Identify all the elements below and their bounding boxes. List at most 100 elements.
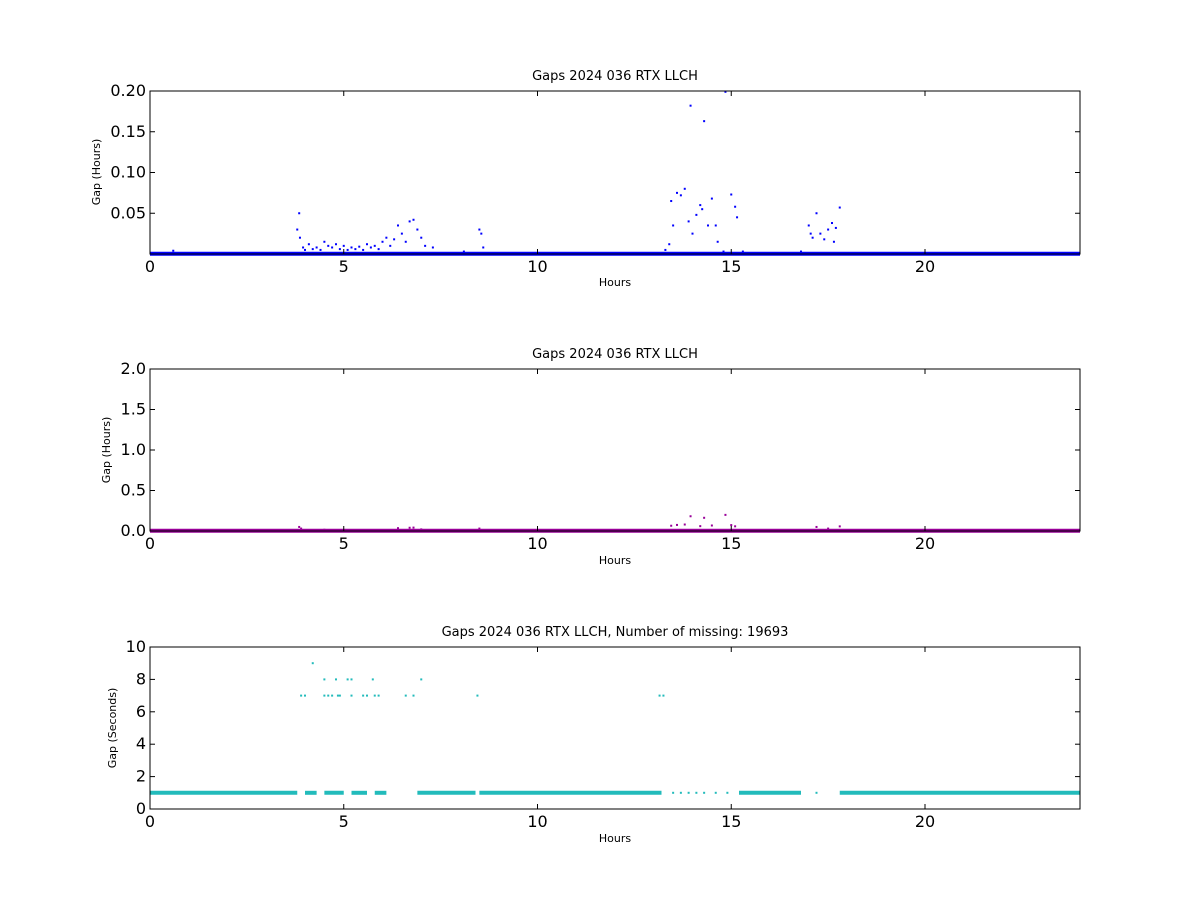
data-point (722, 250, 725, 253)
data-point (670, 524, 673, 527)
data-point (385, 236, 388, 239)
data-point (701, 208, 704, 211)
axes-frame (149, 646, 1081, 810)
y-axis-label: Gap (Seconds) (106, 688, 119, 769)
data-point (311, 662, 314, 665)
data-point (335, 243, 337, 246)
data-point (354, 248, 357, 251)
data-point (703, 516, 706, 519)
x-tick-label: 0 (145, 257, 155, 276)
x-tick-label: 10 (527, 534, 547, 553)
data-point (331, 246, 334, 249)
data-point (689, 104, 692, 107)
data-point (807, 224, 810, 227)
data-point (689, 515, 692, 518)
plot-area: 0 5 10 15 20 0.0 0.5 1.0 1.5 2.0 (121, 359, 1081, 553)
data-point (831, 222, 833, 225)
panel-title: Gaps 2024 036 RTX LLCH (532, 69, 698, 84)
data-point (710, 197, 713, 200)
data-point (672, 224, 675, 227)
x-axis-label: Hours (599, 554, 631, 567)
x-axis-label: Hours (599, 832, 631, 845)
data-point (323, 694, 326, 697)
data-point (296, 228, 299, 231)
data-point (323, 528, 326, 531)
data-point (676, 191, 678, 194)
data-point (319, 248, 322, 251)
data-point (366, 694, 368, 697)
data-point (478, 527, 481, 530)
x-tick-label: 5 (339, 534, 349, 553)
y-tick-label: 0.15 (110, 122, 146, 141)
data-point (300, 527, 303, 530)
data-point (377, 248, 380, 251)
data-point (683, 187, 686, 190)
data-point (315, 246, 318, 249)
data-point (323, 240, 326, 243)
data-point (710, 524, 713, 527)
y-tick-label: 2.0 (121, 359, 146, 378)
data-point (716, 240, 719, 243)
y-axis-label: Gap (Hours) (100, 417, 113, 484)
data-point (302, 246, 305, 249)
data-point (695, 791, 698, 794)
data-point (412, 526, 415, 529)
y-tick-label: 1.5 (121, 400, 146, 419)
data-point (350, 694, 353, 697)
data-point (397, 527, 399, 530)
data-point (827, 527, 830, 530)
data-point (726, 791, 729, 794)
x-tick-label: 20 (915, 812, 935, 831)
data-point (393, 238, 396, 241)
y-tick-label: 0.05 (110, 203, 146, 222)
data-point (687, 220, 690, 223)
data-point (811, 236, 814, 239)
data-point (311, 248, 314, 251)
data-point (298, 525, 301, 528)
data-point (371, 678, 374, 681)
data-point (679, 791, 682, 794)
data-point (350, 678, 353, 681)
data-point (480, 232, 483, 235)
data-point (362, 694, 365, 697)
data-point (362, 529, 365, 532)
data-point (327, 244, 330, 247)
data-point (373, 244, 376, 247)
data-point (664, 248, 667, 251)
data-point (838, 525, 841, 528)
x-tick-label: 10 (527, 257, 547, 276)
y-tick-label: 4 (136, 734, 146, 753)
data-point (462, 250, 465, 253)
y-tick-label: 0.0 (121, 521, 146, 540)
data-point (412, 694, 415, 697)
data-point (819, 232, 822, 235)
data-point (691, 232, 694, 235)
x-tick-label: 20 (915, 534, 935, 553)
data-point (662, 694, 665, 697)
data-point (358, 245, 361, 248)
x-axis-label: Hours (599, 276, 631, 289)
data-point (734, 205, 737, 208)
data-point (331, 694, 334, 697)
data-point (408, 220, 411, 223)
x-tick-label: 15 (721, 812, 741, 831)
data-point (338, 248, 341, 251)
data-point (420, 678, 423, 681)
data-point (420, 528, 423, 531)
data-point (300, 694, 303, 697)
y-tick-label: 6 (136, 702, 146, 721)
x-tick-label: 10 (527, 812, 547, 831)
data-point (298, 236, 301, 239)
data-point (703, 791, 706, 794)
data-point (679, 194, 682, 197)
panel-gap-hours-zoom: Gaps 2024 036 RTX LLCH 0 5 10 15 200.050.100… (90, 69, 1081, 289)
y-axis-label: Gap (Hours) (90, 139, 103, 206)
y-tick-label: 0.10 (110, 163, 146, 182)
panel-title: Gaps 2024 036 RTX LLCH (532, 347, 698, 362)
data-point (377, 694, 380, 697)
data-point (809, 232, 812, 235)
data-point (482, 246, 485, 249)
data-point (420, 236, 423, 239)
data-point (342, 244, 345, 247)
